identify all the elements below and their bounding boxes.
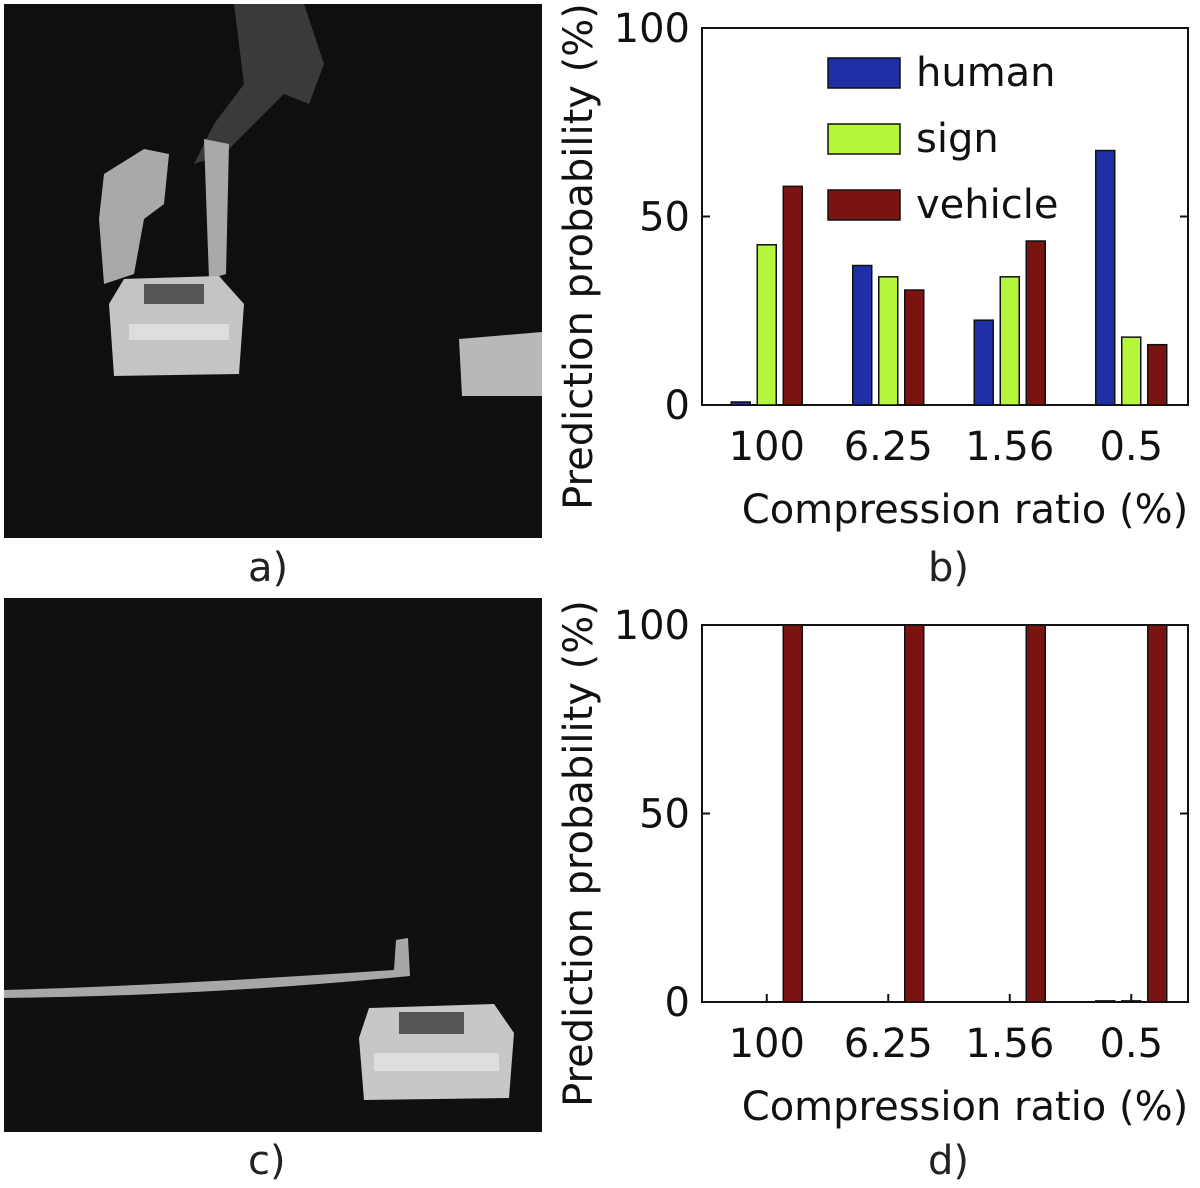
y-tick-label: 100 [614, 6, 690, 52]
legend-label-vehicle: vehicle [916, 182, 1058, 228]
tree-shape [194, 4, 324, 164]
bar-sign-1.56 [999, 276, 1020, 406]
bar-vehicle-100 [782, 185, 803, 406]
y-tick-label: 0 [665, 383, 690, 429]
bar-vehicle-0.5 [1147, 624, 1168, 1003]
panel-label-d: d) [928, 1138, 969, 1184]
bar-vehicle-6.25 [904, 624, 925, 1003]
car-shape [359, 1004, 514, 1100]
chart-b: 0 50 100 100 6.25 1.56 0.5 Compression ratio (%… [556, 3, 1189, 533]
chart-d: 0 50 100 100 6.25 1.56 0.5 Compression ratio (%… [556, 600, 1189, 1130]
panel-label-a: a) [248, 545, 289, 591]
y-axis-label: Prediction probability (%) [556, 600, 602, 1107]
y-tick-label: 100 [614, 603, 690, 649]
bar-sign-0.5 [1121, 336, 1142, 406]
x-tick-label: 0.5 [1099, 1021, 1163, 1067]
panel-label-c: c) [248, 1138, 286, 1184]
bar-human-100 [730, 401, 751, 406]
panel-label-b: b) [928, 545, 969, 591]
image-panel-a [4, 4, 542, 538]
bar-human-0.5 [1095, 1000, 1116, 1003]
sign-shape [99, 139, 229, 284]
y-tick-label: 50 [639, 792, 690, 838]
bar-sign-0.5 [1121, 1000, 1142, 1003]
bar-sign-100 [756, 244, 777, 406]
y-tick-label: 50 [639, 195, 690, 241]
x-tick-label: 1.56 [965, 424, 1054, 470]
x-tick-label: 6.25 [844, 424, 933, 470]
legend-label-human: human [916, 50, 1056, 96]
bar-vehicle-1.56 [1025, 624, 1046, 1003]
bar-vehicle-0.5 [1147, 343, 1168, 406]
y-tick-label: 0 [665, 980, 690, 1026]
legend-swatch-vehicle [827, 189, 901, 221]
x-axis-label: Compression ratio (%) [742, 1084, 1188, 1130]
bar-human-6.25 [852, 264, 873, 406]
x-axis-label: Compression ratio (%) [742, 487, 1188, 533]
legend-swatch-sign [827, 123, 901, 155]
bar-vehicle-100 [782, 624, 803, 1003]
legend-label-sign: sign [916, 116, 999, 162]
x-tick-label: 0.5 [1099, 424, 1163, 470]
barrier-shape [459, 332, 542, 396]
y-axis-label: Prediction probability (%) [556, 3, 602, 510]
bar-vehicle-6.25 [904, 289, 925, 406]
bar-human-1.56 [973, 319, 994, 406]
bar-human-0.5 [1095, 149, 1116, 406]
x-tick-label: 100 [729, 1021, 805, 1067]
road-line-shape [4, 938, 410, 998]
x-tick-label: 6.25 [844, 1021, 933, 1067]
bar-sign-6.25 [878, 276, 899, 406]
plot-frame [701, 624, 1189, 1003]
x-tick-label: 1.56 [965, 1021, 1054, 1067]
image-panel-c [4, 598, 542, 1132]
legend-swatch-human [827, 57, 901, 89]
x-tick-label: 100 [729, 424, 805, 470]
car-shape [109, 276, 244, 376]
bar-vehicle-1.56 [1025, 240, 1046, 406]
legend: human sign vehicle [827, 50, 1058, 228]
